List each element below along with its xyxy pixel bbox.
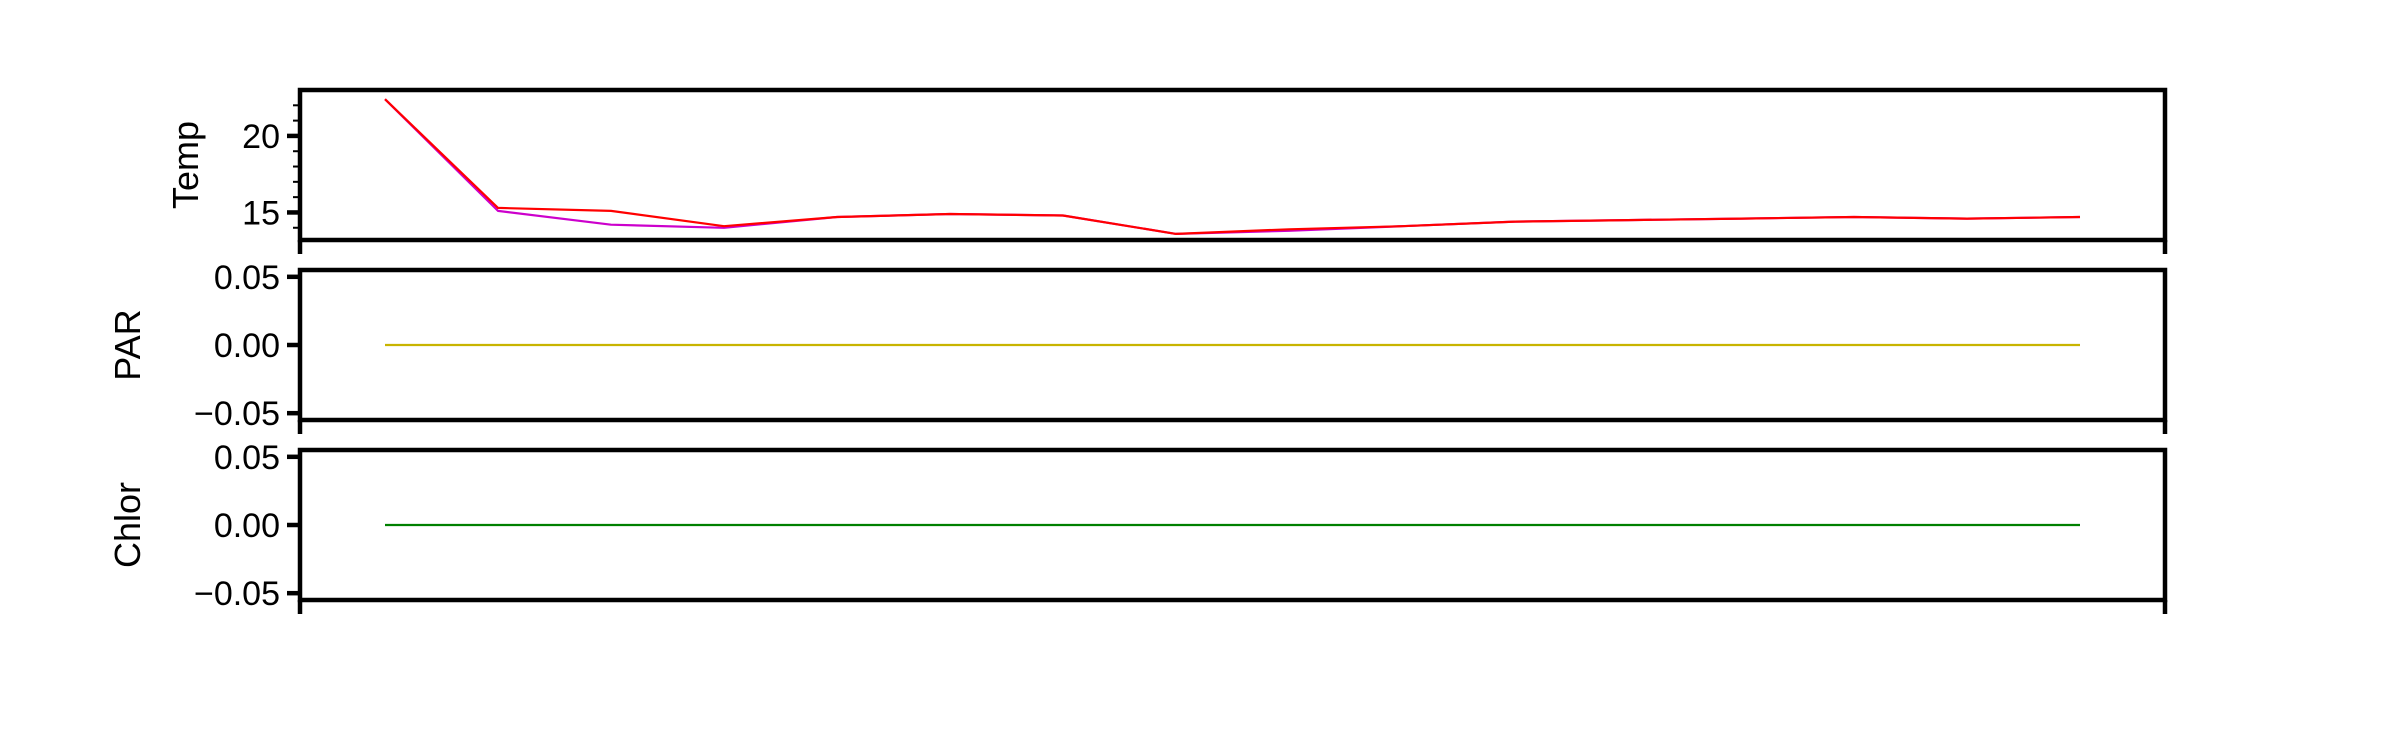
temp-panel-frame (297, 87, 2168, 243)
chlor-y-tick-label-0: 0.05 (214, 439, 280, 477)
par-y-tick-label-2: −0.05 (194, 395, 280, 433)
temp-series-line-1 (384, 98, 2081, 235)
par-y-axis-label: PAR (107, 309, 148, 380)
chlor-y-axis-label: Chlor (107, 482, 148, 568)
chlor-y-tick-label-2: −0.05 (194, 575, 280, 613)
temp-y-tick-label-0: 20 (242, 118, 280, 156)
par-y-tick-label-0: 0.05 (214, 259, 280, 297)
temp-y-axis-label: Temp (165, 121, 206, 209)
par-y-tick-label-1: 0.00 (214, 327, 280, 365)
chlor-y-tick-label-1: 0.00 (214, 507, 280, 545)
temp-y-tick-label-1: 15 (242, 194, 280, 232)
